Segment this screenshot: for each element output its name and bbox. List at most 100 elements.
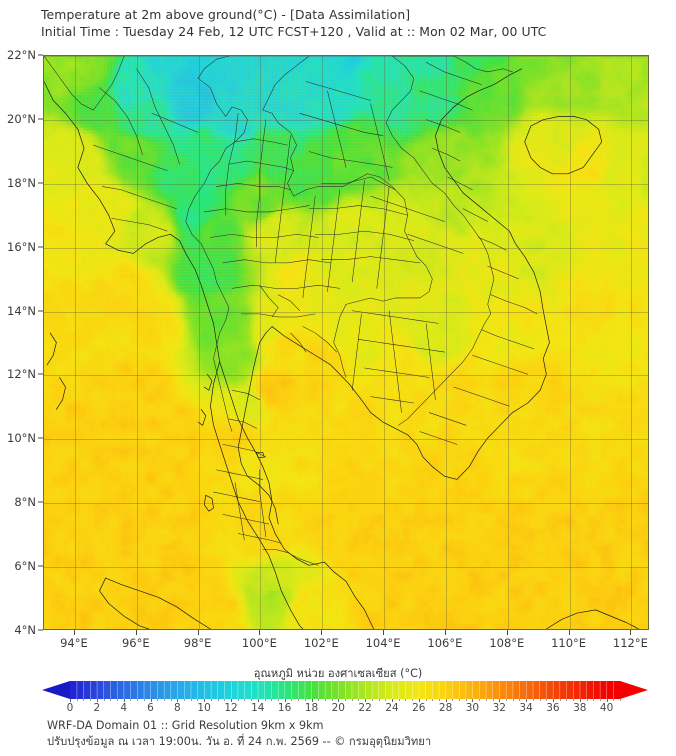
- y-axis-label: 6°N: [14, 559, 36, 573]
- y-axis-tick: [38, 246, 43, 247]
- y-axis-tick: [38, 438, 43, 439]
- colorbar-tick-label: 26: [412, 702, 425, 714]
- colorbar-minor-tick: [251, 699, 252, 701]
- colorbar-tick-label: 36: [546, 702, 559, 714]
- colorbar-tick-label: 24: [385, 702, 398, 714]
- footer-block: WRF-DA Domain 01 :: Grid Resolution 9km …: [47, 718, 647, 750]
- colorbar-minor-tick: [546, 699, 547, 701]
- chart-title-block: Temperature at 2m above ground(°C) - [Da…: [41, 6, 651, 40]
- colorbar-minor-tick: [452, 699, 453, 701]
- colorbar-minor-tick: [171, 699, 172, 701]
- x-axis-tick: [569, 630, 570, 635]
- colorbar-minor-tick: [332, 699, 333, 701]
- colorbar: [42, 681, 648, 699]
- x-axis-tick: [321, 630, 322, 635]
- colorbar-minor-tick: [593, 699, 594, 701]
- colorbar-minor-tick: [573, 699, 574, 701]
- x-axis-label: 110°E: [551, 636, 586, 650]
- colorbar-minor-tick: [519, 699, 520, 701]
- y-axis-tick: [38, 502, 43, 503]
- y-axis-label: 18°N: [7, 176, 36, 190]
- colorbar-minor-tick: [184, 699, 185, 701]
- colorbar-tick-label: 4: [120, 702, 127, 714]
- x-axis-label: 96°E: [122, 636, 150, 650]
- colorbar-minor-tick: [493, 699, 494, 701]
- colorbar-ticks: 0 2 4 6 8 10 12 14 16 18 20 22 24 26 28 30 32 34 36 38 40: [42, 699, 648, 715]
- y-axis-label: 22°N: [7, 48, 36, 62]
- footer-update-info: ปรับปรุงข้อมูล ณ เวลา 19:00น. วัน อ. ที่…: [47, 734, 647, 750]
- colorbar-tick-label: 28: [439, 702, 452, 714]
- page-subtitle: Initial Time : Tuesday 24 Feb, 12 UTC FC…: [41, 23, 651, 40]
- colorbar-minor-tick: [325, 699, 326, 701]
- y-axis-tick: [38, 55, 43, 56]
- page-title: Temperature at 2m above ground(°C) - [Da…: [41, 6, 651, 23]
- colorbar-tick-label: 20: [332, 702, 345, 714]
- y-axis-tick: [38, 630, 43, 631]
- y-axis-label: 20°N: [7, 112, 36, 126]
- colorbar-minor-tick: [620, 699, 621, 701]
- y-axis-tick: [38, 118, 43, 119]
- x-axis-tick: [630, 630, 631, 635]
- x-axis-label: 108°E: [489, 636, 524, 650]
- weather-map-page: Temperature at 2m above ground(°C) - [Da…: [0, 0, 676, 756]
- colorbar-minor-tick: [513, 699, 514, 701]
- footer-model-info: WRF-DA Domain 01 :: Grid Resolution 9km …: [47, 718, 647, 734]
- colorbar-tick-label: 12: [224, 702, 237, 714]
- colorbar-minor-tick: [432, 699, 433, 701]
- colorbar-minor-tick: [600, 699, 601, 701]
- colorbar-tick-label: 18: [305, 702, 318, 714]
- x-axis-label: 98°E: [184, 636, 212, 650]
- y-axis-tick: [38, 310, 43, 311]
- colorbar-minor-tick: [318, 699, 319, 701]
- colorbar-minor-tick: [412, 699, 413, 701]
- colorbar-minor-tick: [271, 699, 272, 701]
- colorbar-minor-tick: [157, 699, 158, 701]
- x-axis-tick: [136, 630, 137, 635]
- colorbar-minor-tick: [566, 699, 567, 701]
- colorbar-tick-label: 8: [174, 702, 181, 714]
- y-axis-tick: [38, 182, 43, 183]
- x-axis-label: 102°E: [304, 636, 339, 650]
- colorbar-minor-tick: [130, 699, 131, 701]
- colorbar-tick-label: 16: [278, 702, 291, 714]
- x-axis-tick: [259, 630, 260, 635]
- colorbar-minor-tick: [110, 699, 111, 701]
- x-axis-label: 106°E: [427, 636, 462, 650]
- colorbar-tick-label: 10: [197, 702, 210, 714]
- colorbar-minor-tick: [426, 699, 427, 701]
- colorbar-minor-tick: [305, 699, 306, 701]
- colorbar-tick-label: 0: [67, 702, 74, 714]
- colorbar-minor-tick: [439, 699, 440, 701]
- colorbar-minor-tick: [83, 699, 84, 701]
- colorbar-minor-tick: [90, 699, 91, 701]
- temperature-field-raster: [44, 56, 648, 629]
- colorbar-minor-tick: [144, 699, 145, 701]
- x-axis-label: 104°E: [366, 636, 401, 650]
- x-axis-tick: [507, 630, 508, 635]
- x-axis-tick: [198, 630, 199, 635]
- colorbar-tick-label: 2: [93, 702, 100, 714]
- colorbar-minor-tick: [540, 699, 541, 701]
- colorbar-minor-tick: [352, 699, 353, 701]
- colorbar-minor-tick: [238, 699, 239, 701]
- colorbar-title: อุณหภูมิ หน่วย องศาเซลเซียส (°C): [0, 664, 676, 682]
- x-axis-label: 94°E: [60, 636, 88, 650]
- y-axis-label: 10°N: [7, 431, 36, 445]
- y-axis-label: 4°N: [14, 623, 36, 637]
- colorbar-minor-tick: [405, 699, 406, 701]
- colorbar-tick-label: 14: [251, 702, 264, 714]
- colorbar-minor-tick: [587, 699, 588, 701]
- colorbar-tick-label: 30: [466, 702, 479, 714]
- colorbar-minor-tick: [372, 699, 373, 701]
- colorbar-tick-label: 38: [573, 702, 586, 714]
- y-axis-label: 16°N: [7, 240, 36, 254]
- colorbar-minor-tick: [224, 699, 225, 701]
- colorbar-minor-tick: [358, 699, 359, 701]
- colorbar-minor-tick: [379, 699, 380, 701]
- y-axis-tick: [38, 566, 43, 567]
- colorbar-minor-tick: [117, 699, 118, 701]
- colorbar-minor-tick: [399, 699, 400, 701]
- colorbar-minor-tick: [466, 699, 467, 701]
- colorbar-minor-tick: [385, 699, 386, 701]
- colorbar-minor-tick: [191, 699, 192, 701]
